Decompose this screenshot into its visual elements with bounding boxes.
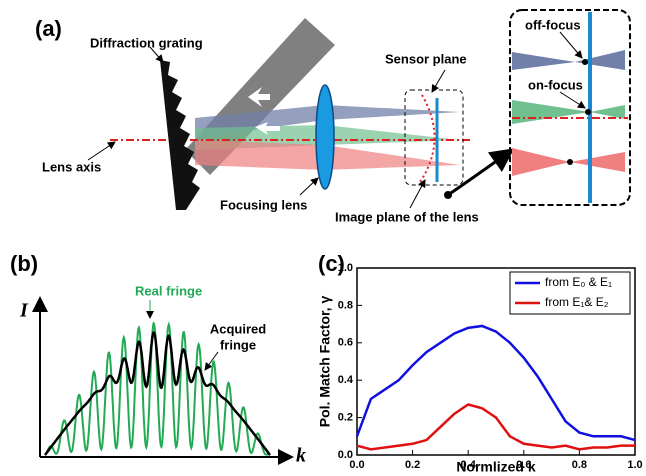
legend-label: from E₁& E₂ [545, 295, 609, 309]
focus-dot [567, 159, 573, 165]
pointer [300, 178, 318, 195]
label: on-focus [528, 77, 583, 92]
pointer [560, 92, 585, 108]
lens [316, 85, 334, 189]
label: Acquired [210, 321, 266, 336]
x-tick-label: 0.8 [572, 459, 587, 471]
y-tick-label: 0.2 [338, 412, 353, 424]
label: fringe [220, 337, 256, 352]
axis-label: I [19, 300, 29, 322]
y-tick-label: 0.0 [338, 449, 353, 461]
label: Real fringe [135, 283, 202, 298]
label: Focusing lens [220, 197, 307, 212]
grating [160, 60, 200, 210]
x-tick-label: 0.2 [405, 459, 420, 471]
on-focus-cone [590, 105, 625, 119]
figure: (a) Diffraction grating Lens axis Focusi… [0, 0, 646, 476]
panel-label: (a) [35, 16, 62, 41]
y-tick-label: 0.8 [338, 299, 353, 311]
pointer [410, 180, 425, 208]
y-tick-label: 1.0 [338, 262, 353, 274]
pointer [88, 142, 115, 160]
x-axis-label: Normlized k [456, 459, 536, 475]
pointer [560, 32, 582, 58]
panel-b: (b) I k Real fringe Acquired fringe [10, 251, 306, 467]
series-line [357, 326, 635, 440]
label: Image plane of the lens [335, 209, 479, 224]
panel-a: (a) Diffraction grating Lens axis Focusi… [35, 10, 630, 224]
label: off-focus [525, 17, 581, 32]
pointer [432, 70, 445, 92]
y-axis-label: Pol. Match Factor, γ [317, 296, 333, 428]
series-line [357, 405, 635, 450]
x-tick-label: 1.0 [627, 459, 642, 471]
focus-dot [582, 59, 588, 65]
zoom-arrow [448, 150, 512, 195]
off-focus-cone [512, 50, 625, 70]
panel-label: (b) [10, 251, 38, 276]
focus-dot [585, 109, 591, 115]
label: Lens axis [42, 159, 101, 174]
y-tick-label: 0.6 [338, 337, 353, 349]
label: Sensor plane [385, 51, 467, 66]
legend-label: from E₀ & E₁ [545, 275, 612, 289]
axis-label: k [296, 445, 306, 467]
y-tick-label: 0.4 [338, 374, 354, 386]
zoom-dot [444, 191, 452, 199]
label: Diffraction grating [90, 35, 203, 50]
